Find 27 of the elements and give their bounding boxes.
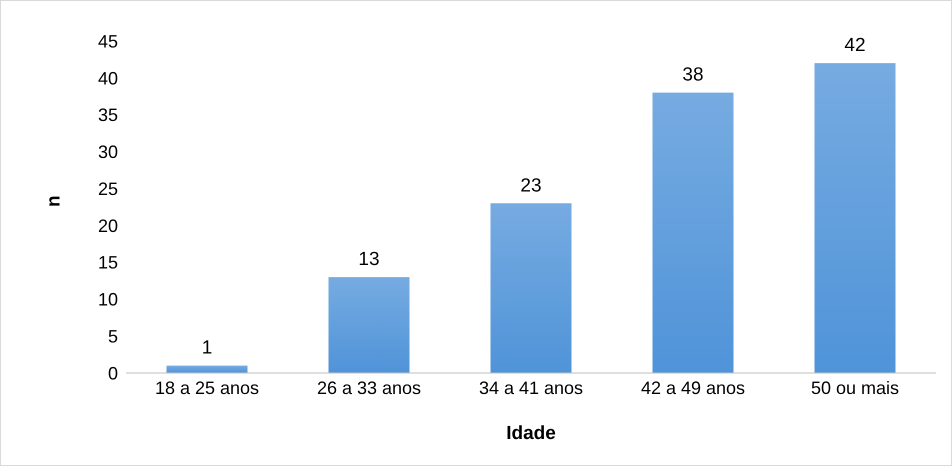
y-tick-label: 0 [108,363,118,384]
data-label: 13 [358,249,380,270]
y-tick-label: 15 [98,252,118,273]
y-tick-label: 25 [98,178,118,199]
x-tick-label: 18 a 25 anos [154,378,260,398]
x-tick-label: 34 a 41 anos [478,378,584,398]
y-tick-label: 5 [108,326,118,346]
y-tick-label: 40 [98,68,118,88]
y-tick-label: 20 [98,216,118,236]
bar [652,92,734,373]
bar [814,63,896,373]
data-label: 23 [520,175,542,196]
bar [490,203,572,373]
x-axis-title: Idade [506,423,556,444]
y-tick-label: 30 [98,142,118,162]
data-label: 1 [202,338,212,359]
y-tick-label: 35 [98,105,118,126]
y-tick-label: 10 [98,290,118,310]
x-tick-label: 26 a 33 anos [316,378,422,398]
y-tick-label: 45 [98,31,118,52]
y-axis-title: n [44,195,65,207]
data-label: 42 [844,35,866,56]
x-tick-label: 50 ou mais [810,378,900,398]
data-label: 38 [682,64,704,86]
x-tick-label: 42 a 49 anos [640,378,746,398]
bar [166,366,248,373]
bar [328,277,410,373]
